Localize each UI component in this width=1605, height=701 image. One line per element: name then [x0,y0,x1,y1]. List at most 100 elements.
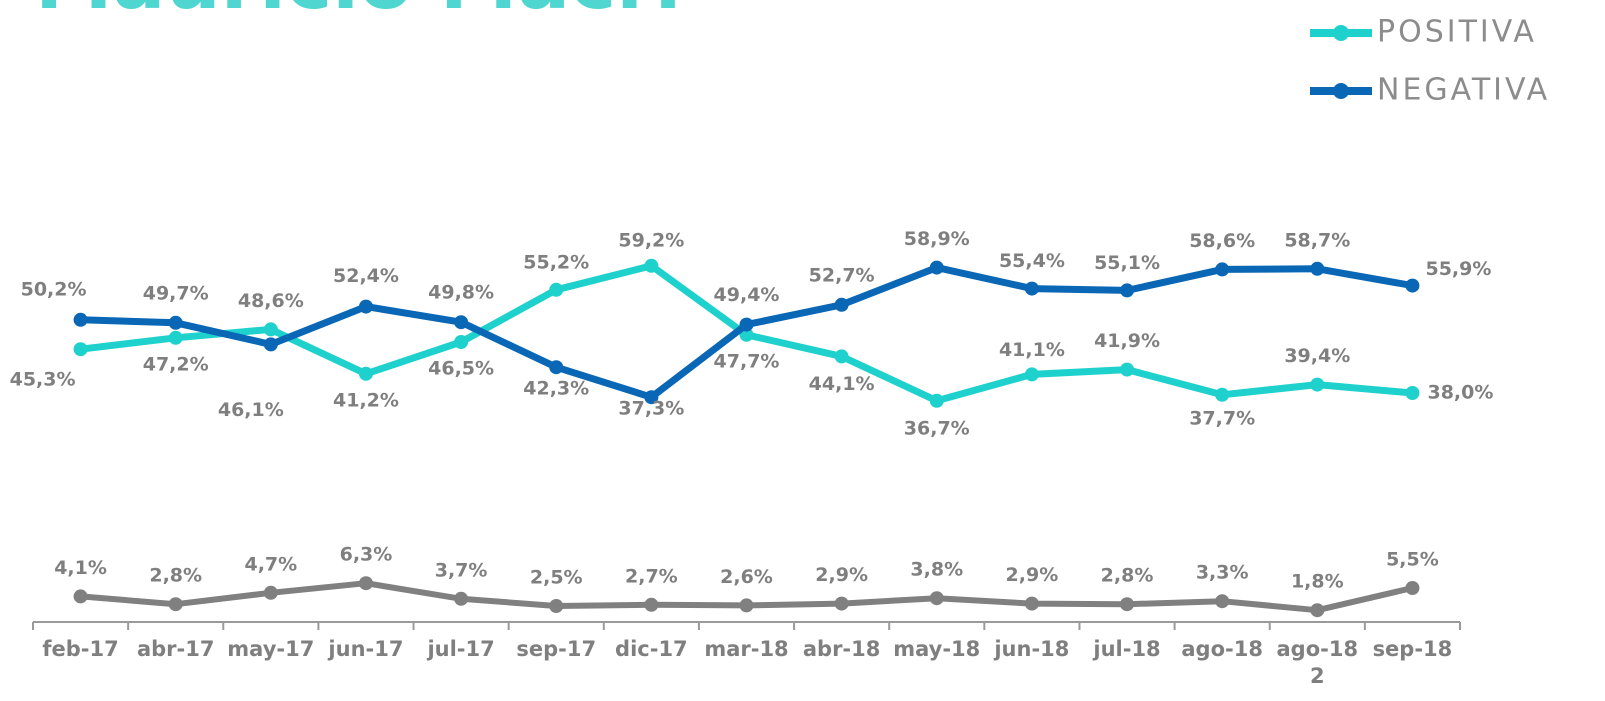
point [929,591,944,606]
x-tick-label: feb-17 [42,637,119,661]
value-label: 55,1% [1094,252,1160,274]
value-label: 39,4% [1284,345,1350,367]
value-label: 49,4% [714,284,780,306]
point [549,282,564,297]
point [1405,278,1420,293]
value-label: 3,8% [910,559,963,581]
value-label: 59,2% [618,229,684,251]
value-label: 41,9% [1094,330,1160,352]
point [644,258,659,273]
value-label: 4,1% [54,557,107,579]
value-label: 3,7% [435,559,488,581]
x-tick-label: abr-17 [136,637,215,661]
point [549,599,564,613]
value-label: 55,9% [1425,258,1491,280]
point [454,315,469,330]
point [1405,386,1420,400]
x-tick-label: dic-17 [615,637,688,661]
x-tick-label: jun-17 [328,637,404,661]
x-tick-label: may-18 [893,637,981,661]
point [168,330,183,345]
value-label: 58,9% [904,228,970,250]
point [1120,283,1135,298]
value-label: 42,3% [523,378,589,400]
value-label: 49,7% [143,282,209,304]
point [549,360,564,375]
value-label: 47,2% [143,353,209,375]
point [263,337,278,352]
value-label: 38,0% [1427,382,1493,404]
x-tick-label: jul-17 [427,637,495,661]
point [644,390,659,405]
value-label: 2,8% [149,565,202,587]
value-label: 2,7% [625,565,678,587]
value-label: 48,6% [238,290,304,312]
value-label: 37,7% [1189,407,1255,429]
value-label: 41,2% [333,389,399,411]
point [1310,377,1325,392]
point [1120,362,1135,377]
point [1310,261,1325,276]
value-label: 55,2% [523,251,589,273]
value-label: 2,8% [1101,565,1154,587]
value-label: 6,3% [340,544,393,566]
value-label: 55,4% [999,250,1065,272]
point [1405,581,1420,595]
point [73,589,88,604]
x-tick-label: abr-18 [802,637,881,661]
point [834,297,849,312]
chart-title: Mauricio Macri [35,0,681,27]
point [454,591,469,606]
value-label: 46,1% [218,399,284,421]
point [73,312,88,327]
value-label: 52,7% [809,264,875,286]
point [358,576,373,591]
value-label: 1,8% [1291,571,1344,593]
point [263,322,278,337]
point [73,342,88,357]
x-tick-label: ago-18 2 [1276,637,1359,688]
point [929,260,944,275]
point [929,393,944,408]
value-label: 41,1% [999,339,1065,361]
point [739,317,754,332]
point [263,585,278,600]
point [1120,597,1135,612]
value-label: 2,6% [720,566,773,588]
point [1024,596,1039,611]
value-label: 37,3% [618,398,684,420]
value-label: 46,5% [428,358,494,380]
value-label: 2,5% [530,567,583,589]
point [1310,603,1325,618]
value-label: 49,8% [428,282,494,304]
legend-marker [1333,25,1349,41]
point [739,598,754,613]
point [1215,594,1230,609]
point [1215,387,1230,402]
value-label: 45,3% [10,369,76,391]
point [644,597,659,612]
x-tick-label: jul-18 [1093,637,1161,661]
legend-label: POSITIVA [1377,15,1537,50]
x-tick-label: ago-18 [1181,637,1263,661]
point [168,597,183,612]
x-tick-label: sep-18 [1372,637,1453,661]
legend-marker [1333,83,1349,99]
legend-label: NEGATIVA [1377,73,1550,108]
point [454,335,469,349]
value-label: 50,2% [21,278,87,300]
value-label: 58,7% [1284,229,1350,251]
point [168,315,183,330]
point [358,366,373,381]
value-label: 52,4% [333,265,399,287]
value-label: 44,1% [809,373,875,395]
point [358,299,373,314]
value-label: 3,3% [1196,562,1249,584]
value-label: 5,5% [1386,549,1439,571]
value-label: 36,7% [904,417,970,439]
x-tick-label: sep-17 [516,637,597,661]
point [834,596,849,611]
point [1024,367,1039,382]
